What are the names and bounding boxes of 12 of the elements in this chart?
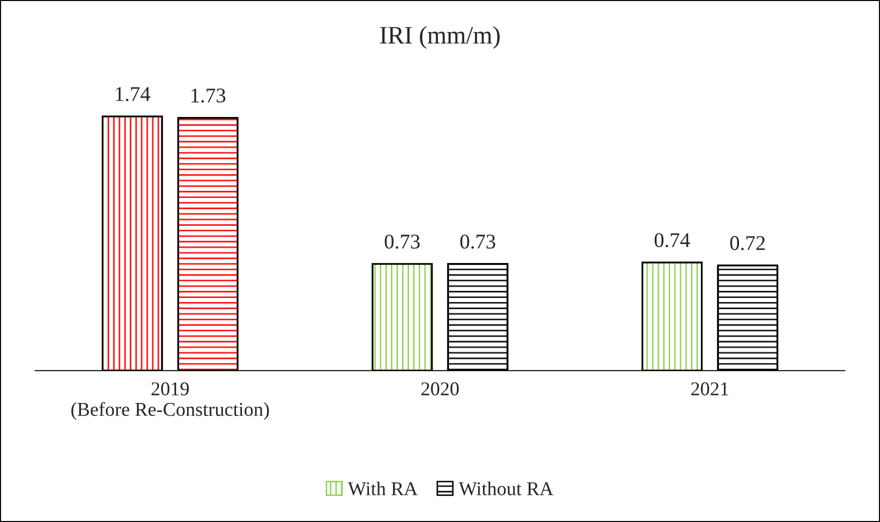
data-label: 1.73 (192, 88, 226, 103)
data-label: 0.74 (654, 233, 690, 248)
x-tick-label: 2020 (421, 382, 459, 396)
data-label: 0.72 (730, 236, 765, 250)
legend-label: With RA (348, 482, 418, 496)
data-label: 1.74 (116, 87, 150, 102)
x-tick-label: 2021 (691, 382, 728, 396)
chart-title: IRI (mm/m) (380, 26, 500, 49)
x-tick-label: 2019 (Before Re-Construction) (71, 382, 269, 420)
legend-label: Without RA (458, 482, 554, 496)
data-label: 0.73 (384, 234, 420, 249)
data-label: 0.73 (460, 234, 496, 249)
